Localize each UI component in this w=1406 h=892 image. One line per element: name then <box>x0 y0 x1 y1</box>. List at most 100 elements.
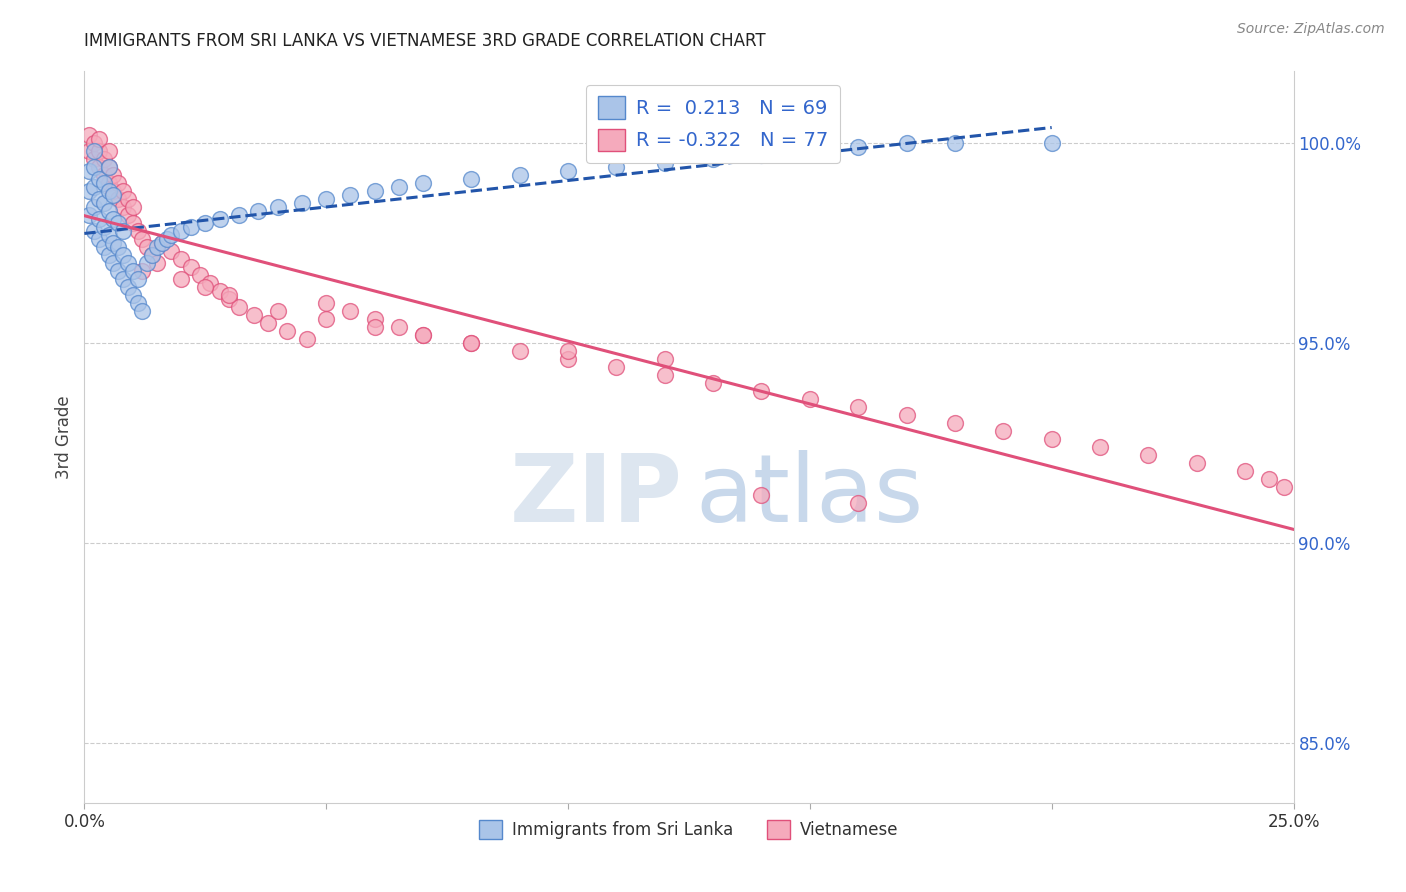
Point <box>117 256 139 270</box>
Point <box>412 328 434 343</box>
Point <box>557 344 579 359</box>
Point <box>87 212 110 227</box>
Point <box>97 176 120 190</box>
Point <box>799 145 821 159</box>
Point <box>93 169 115 183</box>
Point <box>112 224 135 238</box>
Point <box>257 316 280 330</box>
Point <box>170 272 193 286</box>
Point <box>180 260 202 275</box>
Point <box>112 248 135 262</box>
Point <box>654 156 676 170</box>
Point <box>103 188 125 202</box>
Point <box>170 252 193 267</box>
Point <box>146 240 169 254</box>
Point <box>846 400 869 414</box>
Point <box>112 200 135 214</box>
Point <box>93 176 115 190</box>
Point <box>1272 480 1295 494</box>
Point <box>155 232 177 246</box>
Point <box>605 360 627 375</box>
Point <box>228 300 250 314</box>
Point <box>77 164 100 178</box>
Point <box>654 352 676 367</box>
Point <box>170 224 193 238</box>
Point <box>87 161 110 175</box>
Point <box>103 256 125 270</box>
Point <box>83 180 105 194</box>
Point <box>751 384 773 398</box>
Point <box>103 212 125 227</box>
Point <box>315 296 337 310</box>
Point <box>654 368 676 383</box>
Point <box>103 184 125 198</box>
Point <box>87 172 110 186</box>
Text: IMMIGRANTS FROM SRI LANKA VS VIETNAMESE 3RD GRADE CORRELATION CHART: IMMIGRANTS FROM SRI LANKA VS VIETNAMESE … <box>84 32 766 50</box>
Point <box>412 328 434 343</box>
Point <box>87 192 110 206</box>
Point <box>247 204 270 219</box>
Point <box>218 292 240 306</box>
Point <box>117 280 139 294</box>
Point <box>208 284 231 298</box>
Point <box>896 136 918 151</box>
Point <box>702 376 724 391</box>
Point <box>77 128 100 143</box>
Point <box>146 256 169 270</box>
Point <box>218 288 240 302</box>
Point <box>87 232 110 246</box>
Point <box>943 136 966 151</box>
Point <box>702 153 724 167</box>
Point <box>93 153 115 167</box>
Point <box>460 336 482 351</box>
Point <box>87 145 110 159</box>
Point <box>150 236 173 251</box>
Point <box>160 228 183 243</box>
Point <box>1258 472 1281 486</box>
Point <box>97 248 120 262</box>
Point <box>141 248 163 262</box>
Point <box>315 312 337 326</box>
Point <box>276 324 298 338</box>
Point <box>93 196 115 211</box>
Point <box>87 132 110 146</box>
Point <box>83 161 105 175</box>
Point <box>103 236 125 251</box>
Point <box>83 200 105 214</box>
Point <box>460 336 482 351</box>
Point <box>83 153 105 167</box>
Y-axis label: 3rd Grade: 3rd Grade <box>55 395 73 479</box>
Point <box>557 352 579 367</box>
Point <box>107 176 129 190</box>
Point <box>267 200 290 214</box>
Point <box>127 224 149 238</box>
Point <box>136 256 159 270</box>
Point <box>194 280 217 294</box>
Point <box>121 216 143 230</box>
Point <box>412 176 434 190</box>
Point <box>896 408 918 422</box>
Point <box>751 488 773 502</box>
Point <box>388 180 411 194</box>
Point <box>131 232 153 246</box>
Legend: Immigrants from Sri Lanka, Vietnamese: Immigrants from Sri Lanka, Vietnamese <box>472 814 905 846</box>
Point <box>242 308 264 322</box>
Point <box>131 264 153 278</box>
Point <box>339 304 361 318</box>
Point <box>136 240 159 254</box>
Point <box>198 276 221 290</box>
Point <box>160 244 183 259</box>
Point <box>107 240 129 254</box>
Point <box>363 320 385 334</box>
Point <box>107 264 129 278</box>
Point <box>121 264 143 278</box>
Point <box>993 424 1015 438</box>
Point <box>83 145 105 159</box>
Text: Source: ZipAtlas.com: Source: ZipAtlas.com <box>1237 22 1385 37</box>
Point <box>228 208 250 222</box>
Point <box>117 192 139 206</box>
Point <box>194 216 217 230</box>
Point <box>127 296 149 310</box>
Point <box>208 212 231 227</box>
Point <box>1088 440 1111 454</box>
